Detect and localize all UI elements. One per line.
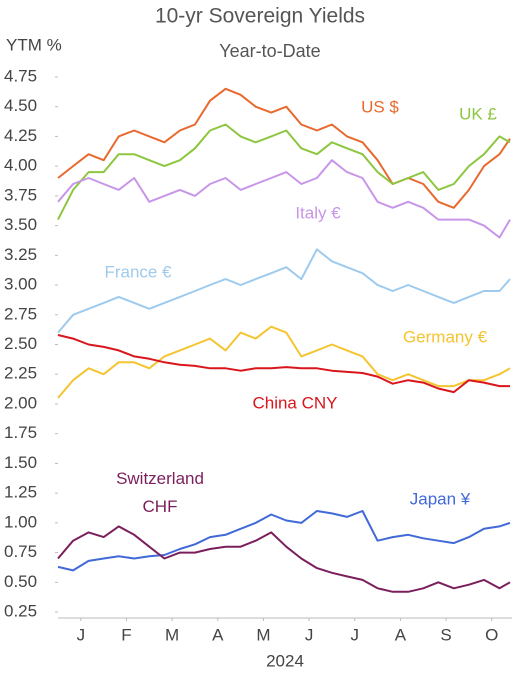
x-tick-label: M	[165, 625, 179, 644]
y-tick-label: 0.50	[4, 572, 37, 591]
y-tick-label: 0.75	[4, 542, 37, 561]
y-tick-label: 1.00	[4, 512, 37, 531]
series-label: UK £	[459, 104, 497, 123]
x-axis-label: 2024	[266, 651, 304, 670]
y-tick-label: 3.00	[4, 275, 37, 294]
x-tick-label: A	[395, 625, 407, 644]
series-label: France €	[104, 262, 172, 281]
y-tick-label: 2.00	[4, 393, 37, 412]
series-line	[57, 525, 511, 593]
x-tick-label: F	[121, 625, 131, 644]
y-tick-label: 2.50	[4, 334, 37, 353]
y-tick-label: 4.00	[4, 156, 37, 175]
series-label: Japan ¥	[410, 489, 471, 508]
x-tick-label: M	[256, 625, 270, 644]
series-line	[57, 159, 511, 239]
series-line	[57, 325, 511, 399]
y-tick-label: 1.75	[4, 423, 37, 442]
series-label: US $	[361, 97, 399, 116]
chart-title: 10-yr Sovereign Yields	[155, 5, 365, 28]
series-line	[57, 87, 511, 209]
y-tick-label: 4.75	[4, 66, 37, 85]
y-axis-label: YTM %	[6, 35, 62, 54]
y-tick-label: 3.75	[4, 185, 37, 204]
series-line	[57, 248, 511, 334]
y-tick-label: 3.25	[4, 245, 37, 264]
series-line	[57, 334, 510, 394]
y-tick-label: 0.25	[4, 602, 37, 621]
series-label: Italy €	[295, 203, 341, 222]
x-tick-label: S	[440, 625, 451, 644]
y-tick-label: 4.25	[4, 126, 37, 145]
y-tick-label: 2.75	[4, 304, 37, 323]
series-label: China CNY	[252, 393, 337, 412]
y-tick-label: 1.25	[4, 483, 37, 502]
series-line	[57, 510, 511, 572]
series-line	[57, 123, 511, 221]
x-tick-label: J	[77, 625, 86, 644]
x-tick-label: J	[351, 625, 360, 644]
series-label: Germany €	[403, 327, 488, 346]
x-tick-label: O	[485, 625, 498, 644]
series-label: Switzerland CHF	[116, 469, 204, 516]
x-tick-label: A	[212, 625, 224, 644]
chart-subtitle: Year-to-Date	[219, 41, 320, 61]
y-tick-label: 1.50	[4, 453, 37, 472]
y-tick-label: 4.50	[4, 96, 37, 115]
y-tick-label: 2.25	[4, 364, 37, 383]
x-tick-label: J	[305, 625, 314, 644]
y-tick-label: 3.50	[4, 215, 37, 234]
